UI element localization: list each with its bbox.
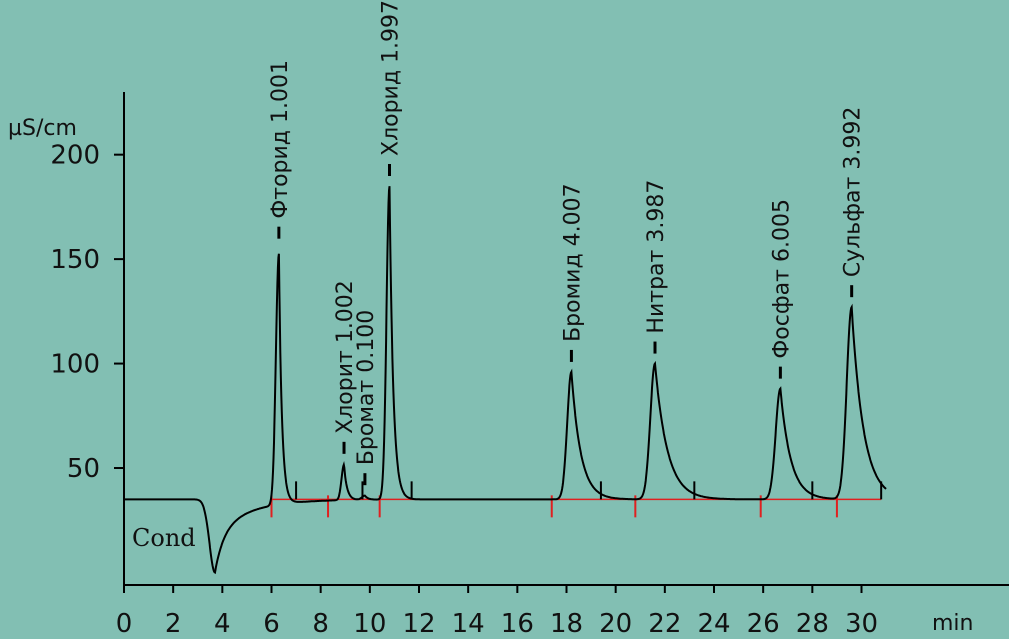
peak-label: Фосфат 6.005 (769, 199, 794, 359)
detector-label: Cond (132, 524, 196, 552)
y-tick-label: 100 (50, 350, 100, 380)
y-tick-label: 50 (67, 454, 100, 484)
peak-label: Бромид 4.007 (560, 183, 585, 342)
x-tick-label: 30 (845, 609, 878, 639)
peak-label: Бромат 0.100 (354, 310, 379, 465)
y-tick-label: 200 (50, 141, 100, 171)
x-tick-label: 28 (796, 609, 829, 639)
peak-label: Хлорит 1.002 (333, 280, 358, 434)
x-tick-label: 16 (501, 609, 534, 639)
chromatogram-trace (124, 186, 887, 575)
integration-marks (270, 481, 883, 518)
x-tick-label: 6 (263, 609, 280, 639)
x-tick-label: 2 (165, 609, 182, 639)
x-tick-label: 20 (599, 609, 632, 639)
x-tick-label: 4 (214, 609, 231, 639)
x-tick-label: 14 (452, 609, 485, 639)
peak-label: Фторид 1.001 (268, 60, 293, 219)
y-tick-label: 150 (50, 245, 100, 275)
y-axis-ticks: 50 100 150 200 (50, 141, 124, 484)
x-tick-label: 24 (697, 609, 730, 639)
peak-label: Нитрат 3.987 (644, 180, 669, 334)
x-tick-label: 18 (550, 609, 583, 639)
x-axis-ticks: 0 2 4 6 8 10 12 14 16 18 20 22 24 26 28 30 (116, 585, 878, 639)
x-tick-label: 12 (402, 609, 435, 639)
x-tick-label: 26 (747, 609, 780, 639)
y-axis-unit-label: µS/cm (8, 116, 77, 141)
x-tick-label: 22 (648, 609, 681, 639)
x-tick-label: 0 (116, 609, 133, 639)
x-tick-label: 8 (312, 609, 329, 639)
x-tick-label: 10 (353, 609, 386, 639)
peak-label: Сульфат 3.992 (841, 107, 866, 278)
x-axis-unit-label: min (932, 611, 974, 636)
peak-label: Хлорид 1.997 (379, 0, 404, 156)
